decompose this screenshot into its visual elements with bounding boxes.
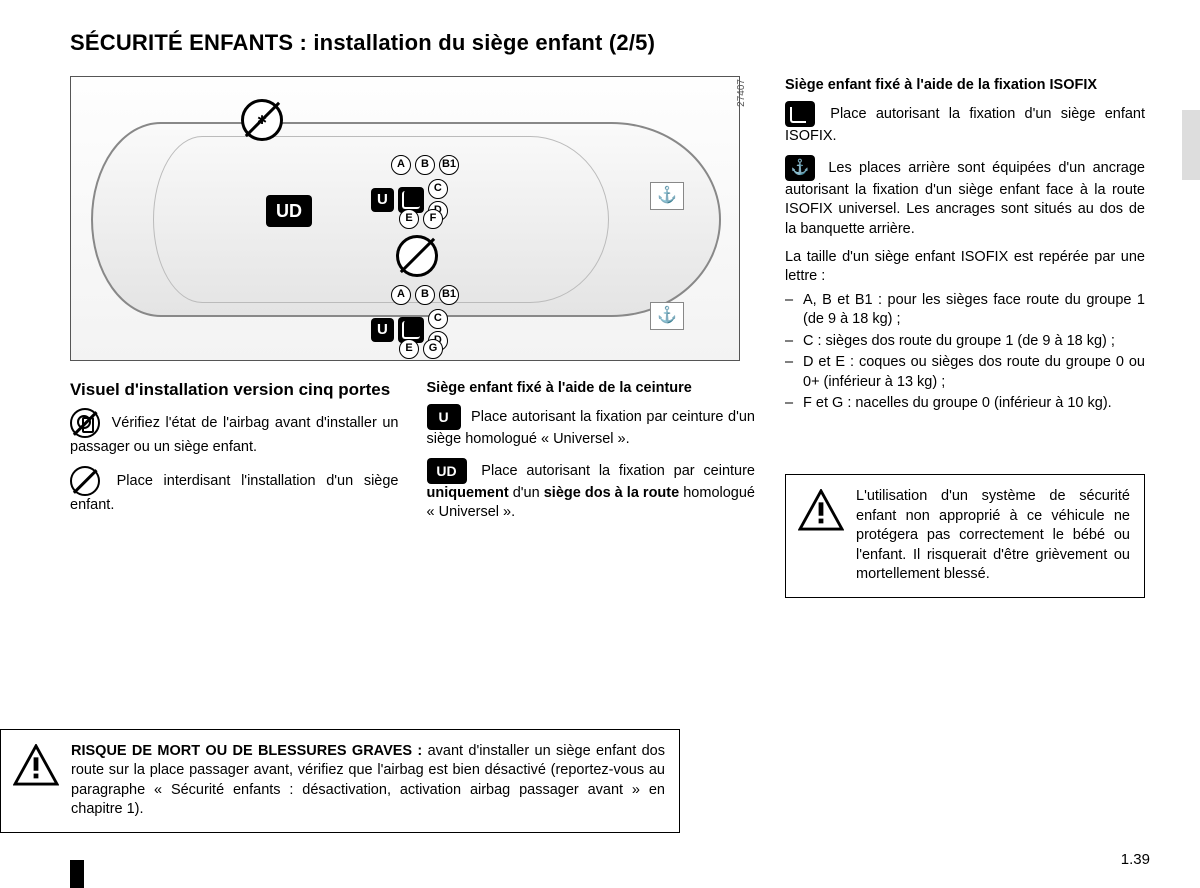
warning-triangle-icon — [13, 744, 59, 786]
rear-top-letters-row2: E F — [399, 209, 443, 229]
u-badge: U — [427, 404, 461, 430]
page-title: SÉCURITÉ ENFANTS : installation du siège… — [70, 28, 1150, 58]
forbidden-seat-paragraph: Place interdisant l'installation d'un si… — [70, 466, 399, 516]
rear-bottom-letters-row2: E G — [399, 339, 443, 359]
visual-heading: Visuel d'installation version cinq porte… — [70, 379, 399, 400]
rear-bottom-letters-row1: A B B1 — [391, 285, 459, 305]
list-item: D et E : coques ou sièges dos route du g… — [785, 353, 1145, 392]
left-column: 27407 ✱ UD A B B1 U C D — [70, 76, 755, 598]
installation-diagram: 27407 ✱ UD A B B1 U C D — [70, 76, 740, 361]
tether-anchor-icon: ⚓ — [650, 302, 684, 330]
ud-paragraph: UD Place autorisant la fixation par cein… — [427, 458, 756, 523]
list-item: C : sièges dos route du groupe 1 (de 9 à… — [785, 332, 1145, 352]
warning-triangle-icon — [798, 489, 844, 531]
isofix-seat-icon — [785, 101, 815, 127]
belt-heading: Siège enfant fixé à l'aide de la ceintur… — [427, 379, 756, 399]
airbag-prohibit-icon: ✱ — [241, 99, 283, 141]
isofix-size-list: A, B et B1 : pour les sièges face route … — [785, 291, 1145, 414]
isofix-heading: Siège enfant fixé à l'aide de la fixatio… — [785, 76, 1145, 96]
subcol-belt: Siège enfant fixé à l'aide de la ceintur… — [427, 379, 756, 531]
left-subcolumns: Visuel d'installation version cinq porte… — [70, 379, 755, 531]
tether-anchor-icon: ⚓ — [785, 155, 815, 181]
u-paragraph: U Place autorisant la fixation par ceint… — [427, 404, 756, 450]
warning-text: L'utilisation d'un système de sécurité e… — [856, 487, 1130, 585]
warning-text: RISQUE DE MORT OU DE BLESSURES GRAVES : … — [71, 742, 665, 820]
bottom-black-tab — [70, 860, 84, 888]
subcol-visual: Visuel d'installation version cinq porte… — [70, 379, 399, 531]
center-prohibit-icon — [396, 235, 438, 277]
isofix-anchor-paragraph: ⚓ Les places arrière sont équipées d'un … — [785, 155, 1145, 240]
isofix-seat-paragraph: Place autorisant la fixation d'un siège … — [785, 101, 1145, 147]
prohibit-icon — [70, 466, 100, 496]
isofix-size-intro: La taille d'un siège enfant ISOFIX est r… — [785, 248, 1145, 287]
list-item: F et G : nacelles du groupe 0 (inférieur… — [785, 394, 1145, 414]
page-number: 1.39 — [1121, 850, 1150, 870]
section-edge-tab — [1182, 110, 1200, 180]
rear-top-letters-row1: A B B1 — [391, 155, 459, 175]
list-item: A, B et B1 : pour les sièges face route … — [785, 291, 1145, 330]
ud-badge: UD — [427, 458, 467, 484]
front-seat-badge: UD — [266, 195, 312, 227]
airbag-check-paragraph: Vérifiez l'état de l'airbag avant d'inst… — [70, 408, 399, 458]
diagram-reference-number: 27407 — [735, 79, 749, 107]
right-column: Siège enfant fixé à l'aide de la fixatio… — [785, 76, 1145, 598]
warning-box-death-injury: RISQUE DE MORT OU DE BLESSURES GRAVES : … — [0, 729, 680, 833]
airbag-icon — [70, 408, 100, 438]
tether-anchor-icon: ⚓ — [650, 182, 684, 210]
main-columns: 27407 ✱ UD A B B1 U C D — [70, 76, 1150, 598]
warning-box-unsuitable-system: L'utilisation d'un système de sécurité e… — [785, 474, 1145, 598]
